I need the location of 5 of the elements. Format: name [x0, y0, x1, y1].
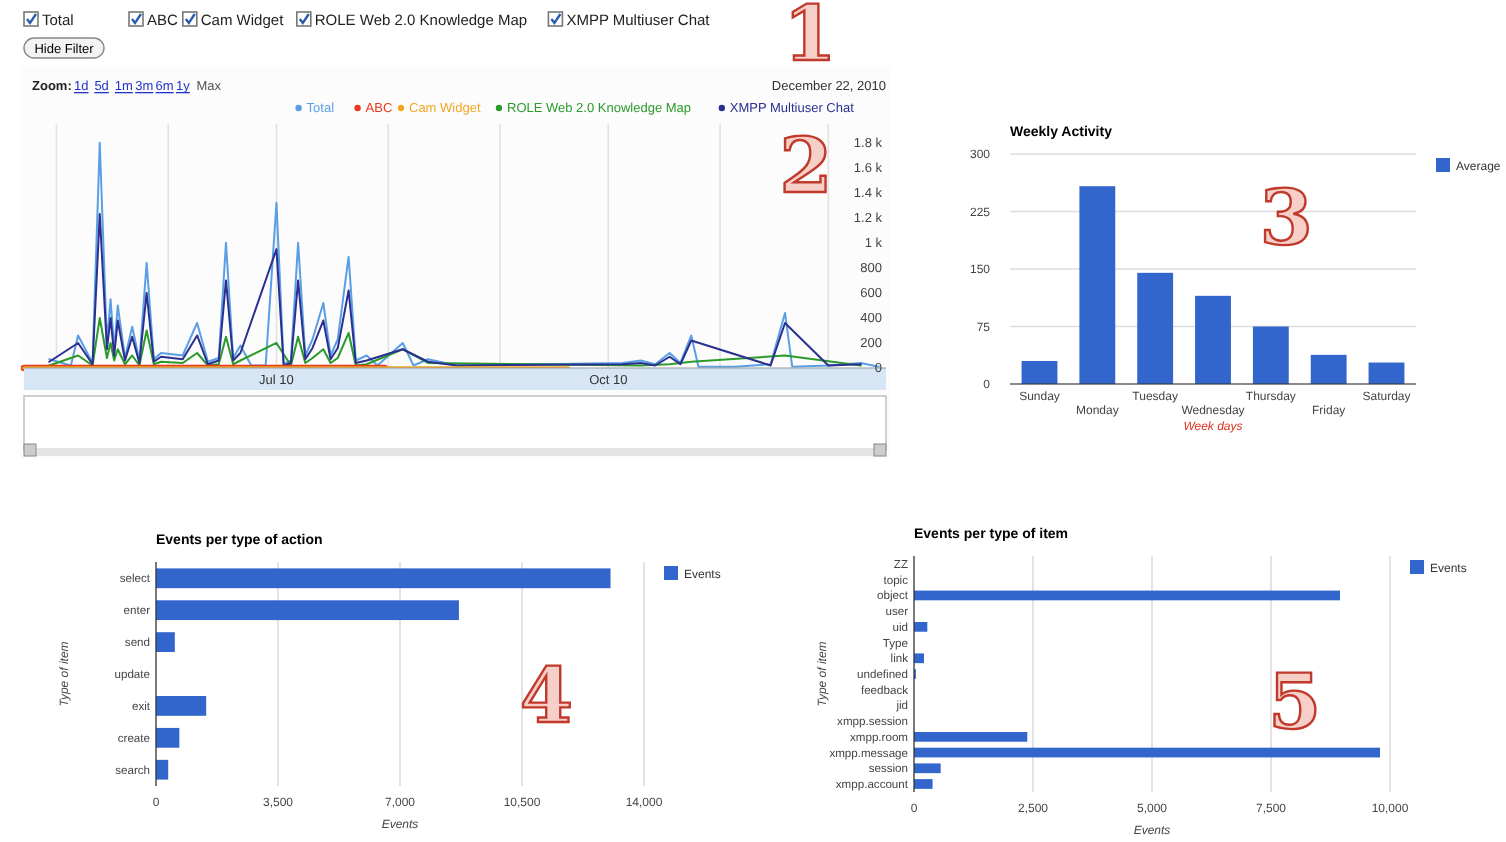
annotation: 4 — [519, 650, 573, 740]
annotation: 2 — [779, 120, 833, 210]
text: 1 — [783, 0, 837, 78]
annotation: 5 — [1268, 656, 1322, 746]
annotation: 3 — [1259, 172, 1313, 262]
